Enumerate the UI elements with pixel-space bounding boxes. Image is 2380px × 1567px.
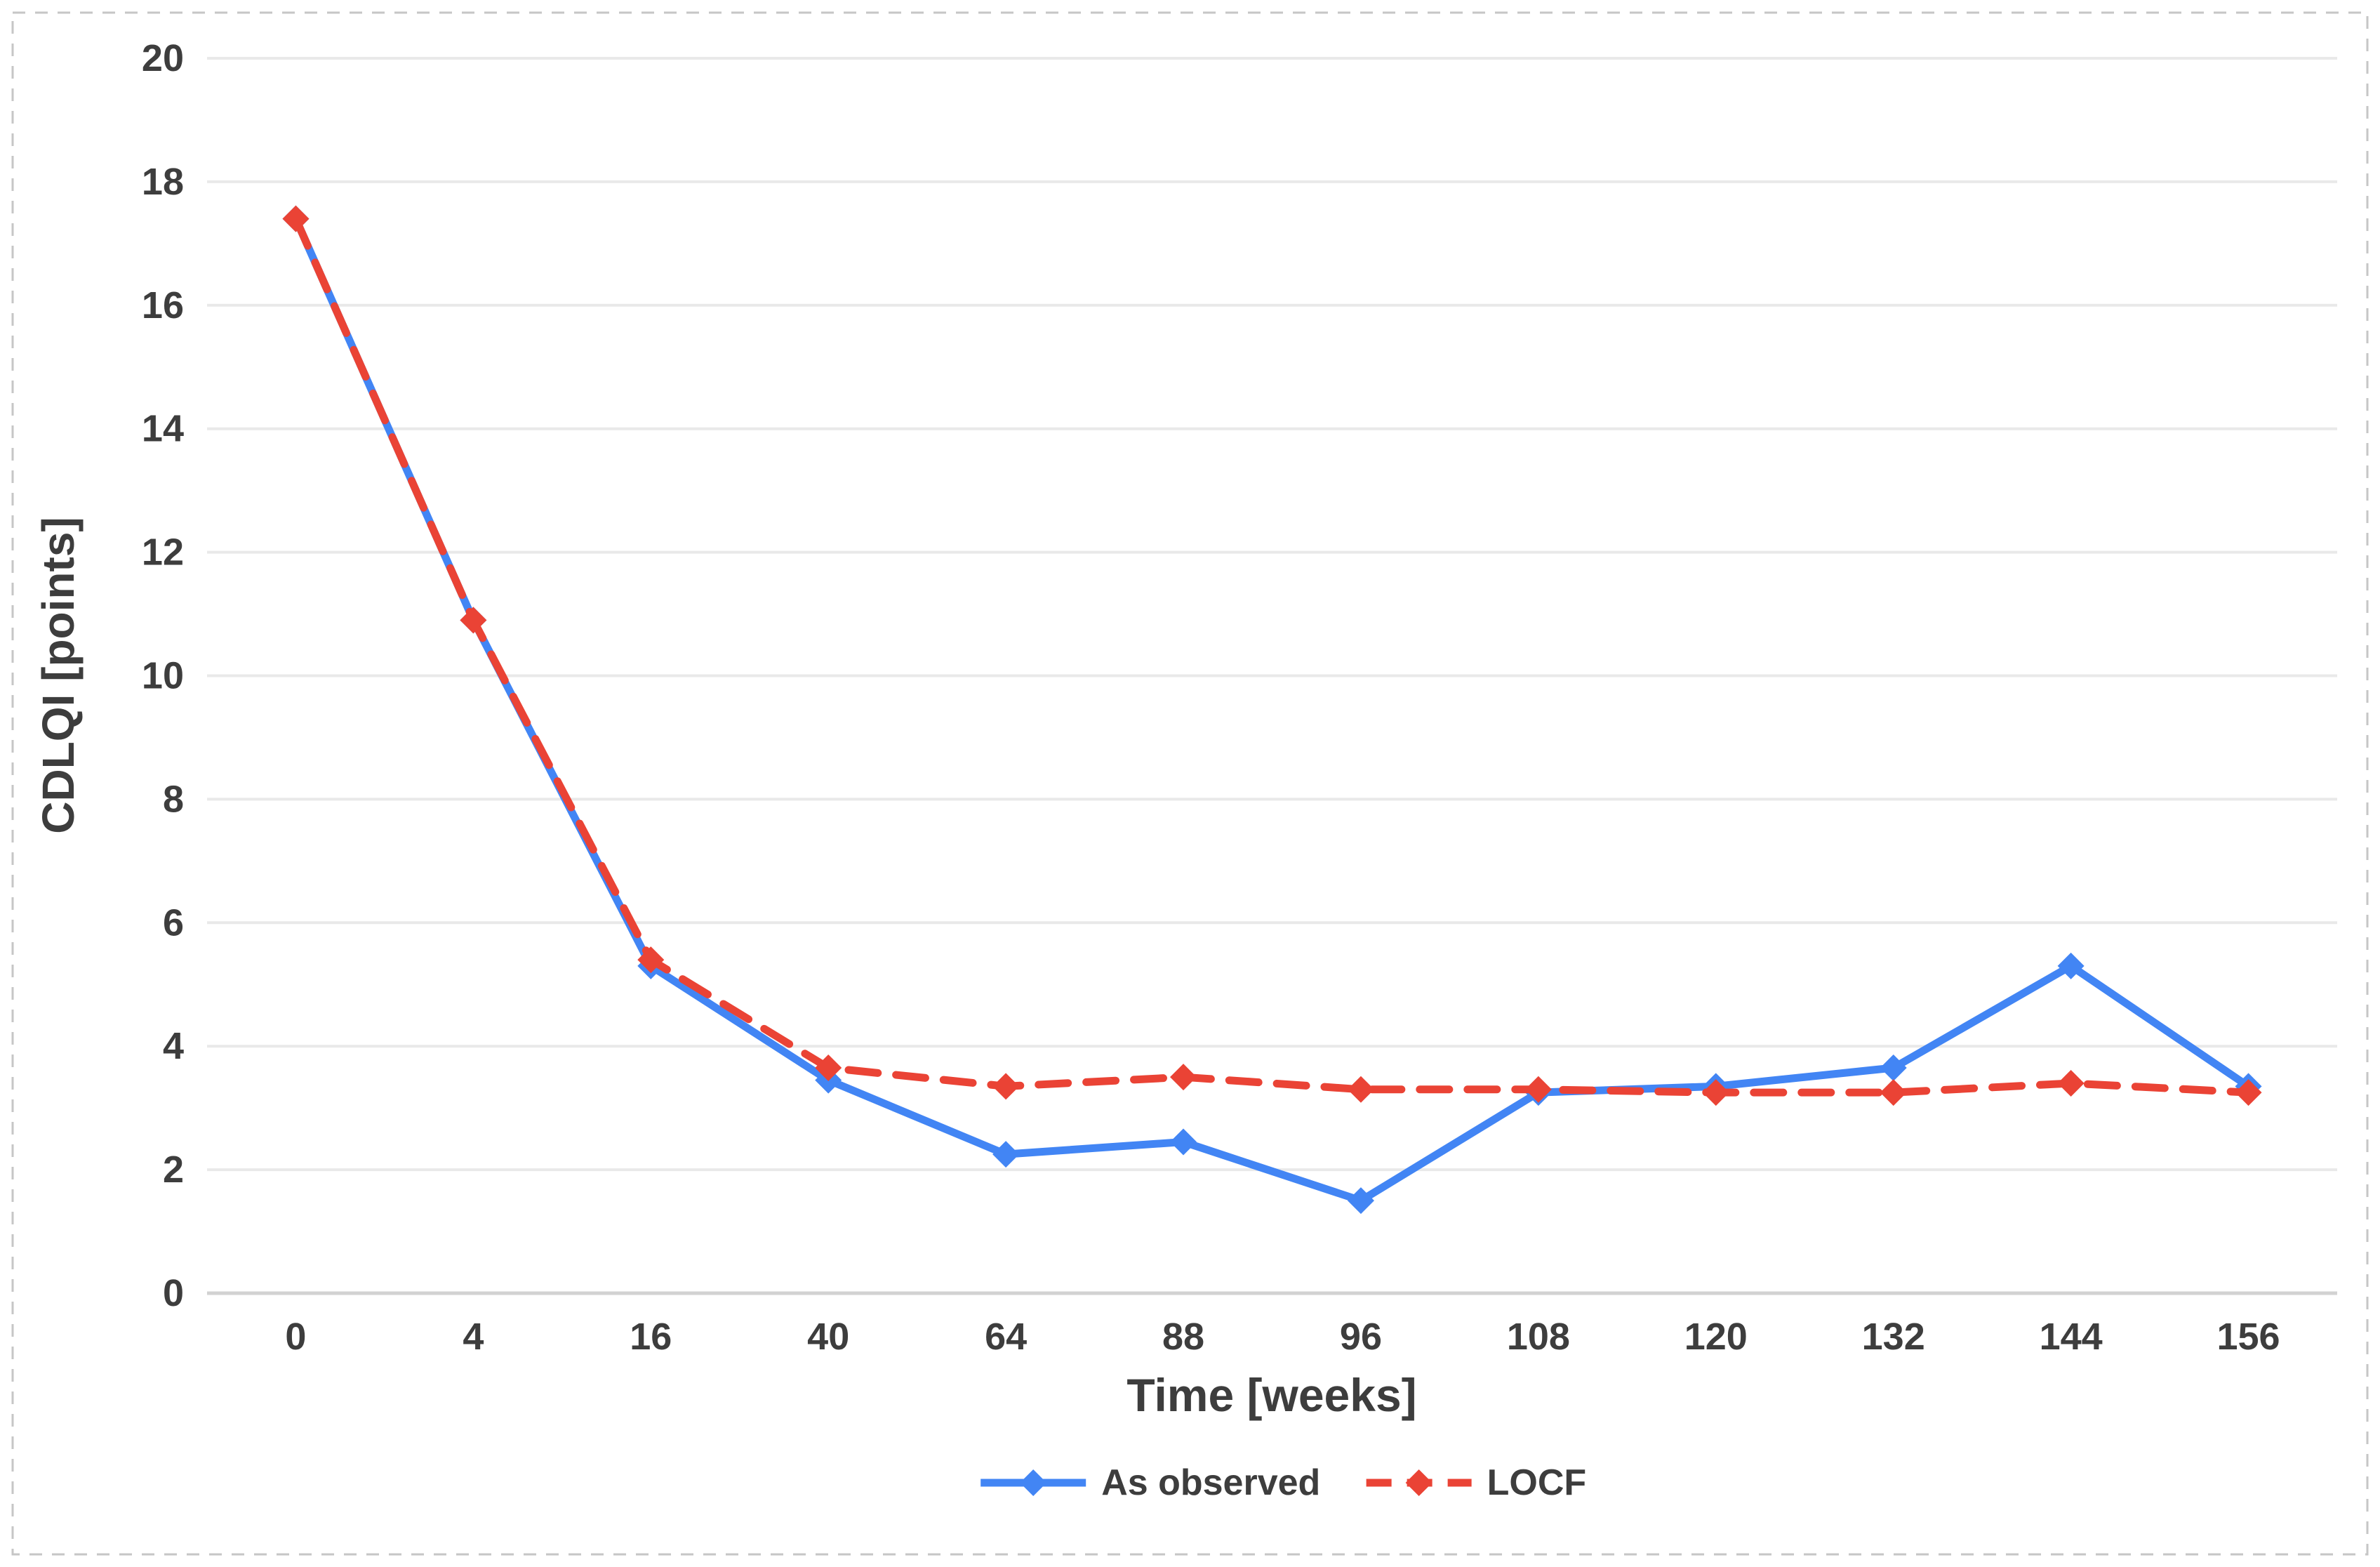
data-series-group [282,205,2262,1215]
data-point-marker [1347,1076,1374,1103]
data-point-marker [1880,1054,1907,1081]
x-tick-label: 4 [463,1316,484,1358]
legend-label: As observed [1101,1462,1320,1503]
data-point-marker [1347,1187,1374,1215]
x-tick-label: 64 [985,1316,1027,1358]
x-tick-label: 40 [807,1316,849,1358]
series-locf [282,205,2262,1106]
legend-label: LOCF [1487,1462,1587,1503]
x-tick-label: 108 [1507,1316,1570,1358]
data-point-marker [2235,1079,2262,1106]
chart-legend[interactable]: As observed LOCF [980,1462,1586,1503]
dashed-line [291,215,2253,1097]
x-tick-label: 16 [630,1316,672,1358]
x-axis-tick-labels: 0 4 16 40 64 88 96 108 120 132 144 156 [285,1316,2280,1358]
legend-marker [1405,1469,1432,1496]
y-tick-label: 2 [163,1149,184,1191]
data-point-marker [2057,952,2085,979]
figure-dashed-border [11,11,2369,1556]
data-point-marker [282,205,310,232]
data-point-marker [1170,1064,1197,1091]
y-tick-label: 6 [163,901,184,944]
data-point-marker [637,946,665,974]
y-tick-label: 16 [142,284,184,326]
data-point-marker [992,1141,1020,1168]
x-tick-label: 0 [285,1316,306,1358]
legend-item-as-observed[interactable]: As observed [980,1462,1320,1503]
data-point-marker [992,1073,1020,1100]
y-tick-label: 10 [142,655,184,697]
x-tick-label: 96 [1340,1316,1382,1358]
data-point-marker [1524,1076,1552,1103]
y-axis-title: CDLQI [points] [33,517,84,833]
data-point-marker [1880,1079,1907,1106]
y-tick-label: 0 [163,1272,184,1314]
legend-marker [1020,1469,1047,1496]
y-tick-label: 18 [142,161,184,203]
y-tick-label: 20 [142,37,184,79]
x-tick-label: 88 [1162,1316,1204,1358]
data-point-marker [1702,1079,1729,1106]
y-tick-label: 4 [163,1025,184,1067]
data-point-marker [460,607,487,634]
legend-item-locf[interactable]: LOCF [1366,1462,1587,1503]
x-tick-label: 156 [2216,1316,2280,1358]
x-tick-label: 120 [1684,1316,1748,1358]
data-point-marker [815,1054,842,1081]
y-tick-label: 12 [142,531,184,574]
y-tick-label: 8 [163,778,184,820]
data-point-marker [2057,1069,2085,1097]
x-tick-label: 144 [2040,1316,2103,1358]
data-point-marker [1170,1128,1197,1156]
x-tick-label: 132 [1862,1316,1925,1358]
y-tick-label: 14 [142,408,184,450]
y-axis-tick-labels: 0 2 4 6 8 10 12 14 16 18 20 [142,37,184,1314]
x-axis-title: Time [weeks] [1126,1369,1416,1421]
